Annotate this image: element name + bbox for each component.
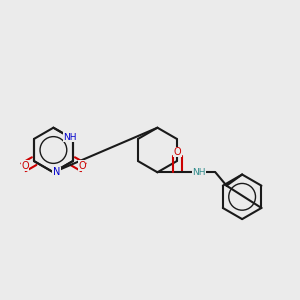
Text: O: O bbox=[78, 161, 86, 171]
Text: O: O bbox=[21, 161, 29, 171]
Text: O: O bbox=[174, 147, 181, 157]
Text: NH: NH bbox=[63, 133, 76, 142]
Text: NH: NH bbox=[192, 168, 206, 177]
Text: N: N bbox=[53, 167, 60, 177]
